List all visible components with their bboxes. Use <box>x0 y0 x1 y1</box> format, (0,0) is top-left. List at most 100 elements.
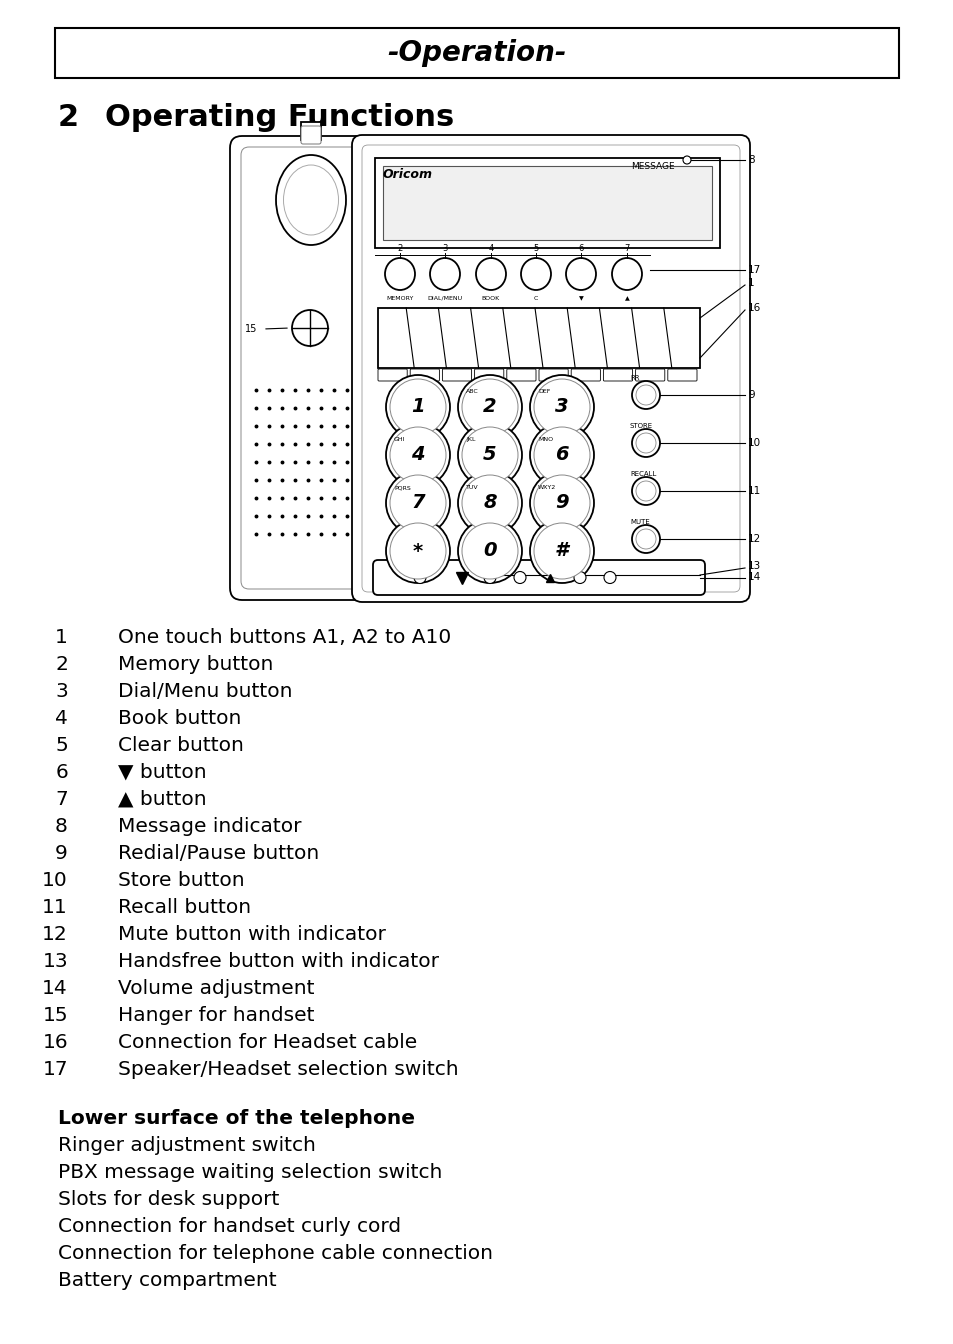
Text: Message indicator: Message indicator <box>118 817 301 836</box>
Text: 7: 7 <box>623 245 629 253</box>
Text: Hanger for handset: Hanger for handset <box>118 1007 314 1025</box>
Text: 1: 1 <box>55 628 68 646</box>
Circle shape <box>386 375 450 439</box>
Text: MUTE: MUTE <box>629 519 649 526</box>
FancyBboxPatch shape <box>230 136 392 599</box>
FancyBboxPatch shape <box>361 145 740 591</box>
Text: 9: 9 <box>747 390 754 401</box>
Circle shape <box>534 427 589 482</box>
Circle shape <box>631 380 659 409</box>
Bar <box>301 122 320 140</box>
Text: BOOK: BOOK <box>481 296 499 301</box>
Text: 17: 17 <box>42 1060 68 1079</box>
Text: Dial/Menu button: Dial/Menu button <box>118 681 293 702</box>
Text: Slots for desk support: Slots for desk support <box>58 1189 279 1210</box>
FancyBboxPatch shape <box>352 134 749 602</box>
Text: Store button: Store button <box>118 871 244 890</box>
Circle shape <box>390 427 446 482</box>
Circle shape <box>530 519 594 583</box>
Circle shape <box>483 571 496 583</box>
FancyBboxPatch shape <box>571 370 599 380</box>
Text: 4: 4 <box>55 710 68 728</box>
Text: 4: 4 <box>411 445 424 465</box>
Text: 8: 8 <box>747 155 754 165</box>
Circle shape <box>636 530 656 548</box>
Text: WXY2: WXY2 <box>537 485 556 491</box>
Circle shape <box>457 423 521 487</box>
Text: 17: 17 <box>747 265 760 276</box>
Text: 16: 16 <box>747 302 760 313</box>
Ellipse shape <box>385 258 415 290</box>
FancyBboxPatch shape <box>373 560 704 595</box>
Text: 13: 13 <box>747 560 760 571</box>
Text: 7: 7 <box>55 790 68 809</box>
Circle shape <box>636 433 656 453</box>
Text: C: C <box>534 296 537 301</box>
Bar <box>55 28 898 78</box>
Text: Speaker/Headset selection switch: Speaker/Headset selection switch <box>118 1060 458 1079</box>
FancyBboxPatch shape <box>538 370 568 380</box>
Circle shape <box>457 375 521 439</box>
Text: 6: 6 <box>55 763 68 782</box>
Bar <box>375 159 720 249</box>
Text: 8: 8 <box>55 817 68 836</box>
Text: DEF: DEF <box>537 388 550 394</box>
Ellipse shape <box>612 258 641 290</box>
Text: 9: 9 <box>55 844 68 863</box>
Text: Clear button: Clear button <box>118 737 244 755</box>
Circle shape <box>636 481 656 501</box>
Circle shape <box>631 526 659 552</box>
Circle shape <box>461 523 517 579</box>
Text: 2: 2 <box>482 398 497 417</box>
Circle shape <box>390 474 446 531</box>
Circle shape <box>461 474 517 531</box>
Circle shape <box>390 523 446 579</box>
Text: GHI: GHI <box>394 437 405 442</box>
FancyBboxPatch shape <box>635 370 664 380</box>
Circle shape <box>292 310 328 345</box>
Text: 7: 7 <box>411 493 424 512</box>
FancyBboxPatch shape <box>241 146 380 589</box>
Text: 12: 12 <box>747 534 760 544</box>
Text: Redial/Pause button: Redial/Pause button <box>118 844 319 863</box>
Text: 11: 11 <box>42 898 68 917</box>
Text: *: * <box>413 542 423 560</box>
Text: DIAL/MENU: DIAL/MENU <box>427 296 462 301</box>
Circle shape <box>414 571 426 583</box>
Circle shape <box>386 423 450 487</box>
Text: 2: 2 <box>397 245 402 253</box>
Text: Ringer adjustment switch: Ringer adjustment switch <box>58 1136 315 1154</box>
Text: 5: 5 <box>482 445 497 465</box>
Text: RR: RR <box>629 375 639 380</box>
Text: 9: 9 <box>555 493 568 512</box>
FancyBboxPatch shape <box>442 370 471 380</box>
Circle shape <box>631 477 659 505</box>
Text: 10: 10 <box>42 871 68 890</box>
Circle shape <box>603 571 616 583</box>
Text: 1: 1 <box>747 278 754 288</box>
Circle shape <box>530 375 594 439</box>
Text: One touch buttons A1, A2 to A10: One touch buttons A1, A2 to A10 <box>118 628 451 646</box>
FancyBboxPatch shape <box>377 370 407 380</box>
Text: Memory button: Memory button <box>118 655 274 673</box>
Text: 15: 15 <box>42 1007 68 1025</box>
Text: Lower surface of the telephone: Lower surface of the telephone <box>58 1109 415 1128</box>
Text: 6: 6 <box>555 445 568 465</box>
Circle shape <box>514 571 525 583</box>
Text: 10: 10 <box>747 438 760 448</box>
Circle shape <box>534 474 589 531</box>
Text: -Operation-: -Operation- <box>387 39 566 67</box>
Text: RECALL: RECALL <box>629 470 656 477</box>
Text: #: # <box>555 542 568 560</box>
Bar <box>382 167 711 241</box>
Text: ▼ button: ▼ button <box>118 763 207 782</box>
Text: Oricom: Oricom <box>382 168 433 181</box>
Circle shape <box>386 519 450 583</box>
Ellipse shape <box>275 155 346 245</box>
FancyBboxPatch shape <box>301 126 320 144</box>
Text: 0: 0 <box>482 542 497 560</box>
Text: 14: 14 <box>42 978 68 999</box>
Text: 11: 11 <box>747 487 760 496</box>
Text: 16: 16 <box>42 1034 68 1052</box>
Text: ▲: ▲ <box>624 296 629 301</box>
